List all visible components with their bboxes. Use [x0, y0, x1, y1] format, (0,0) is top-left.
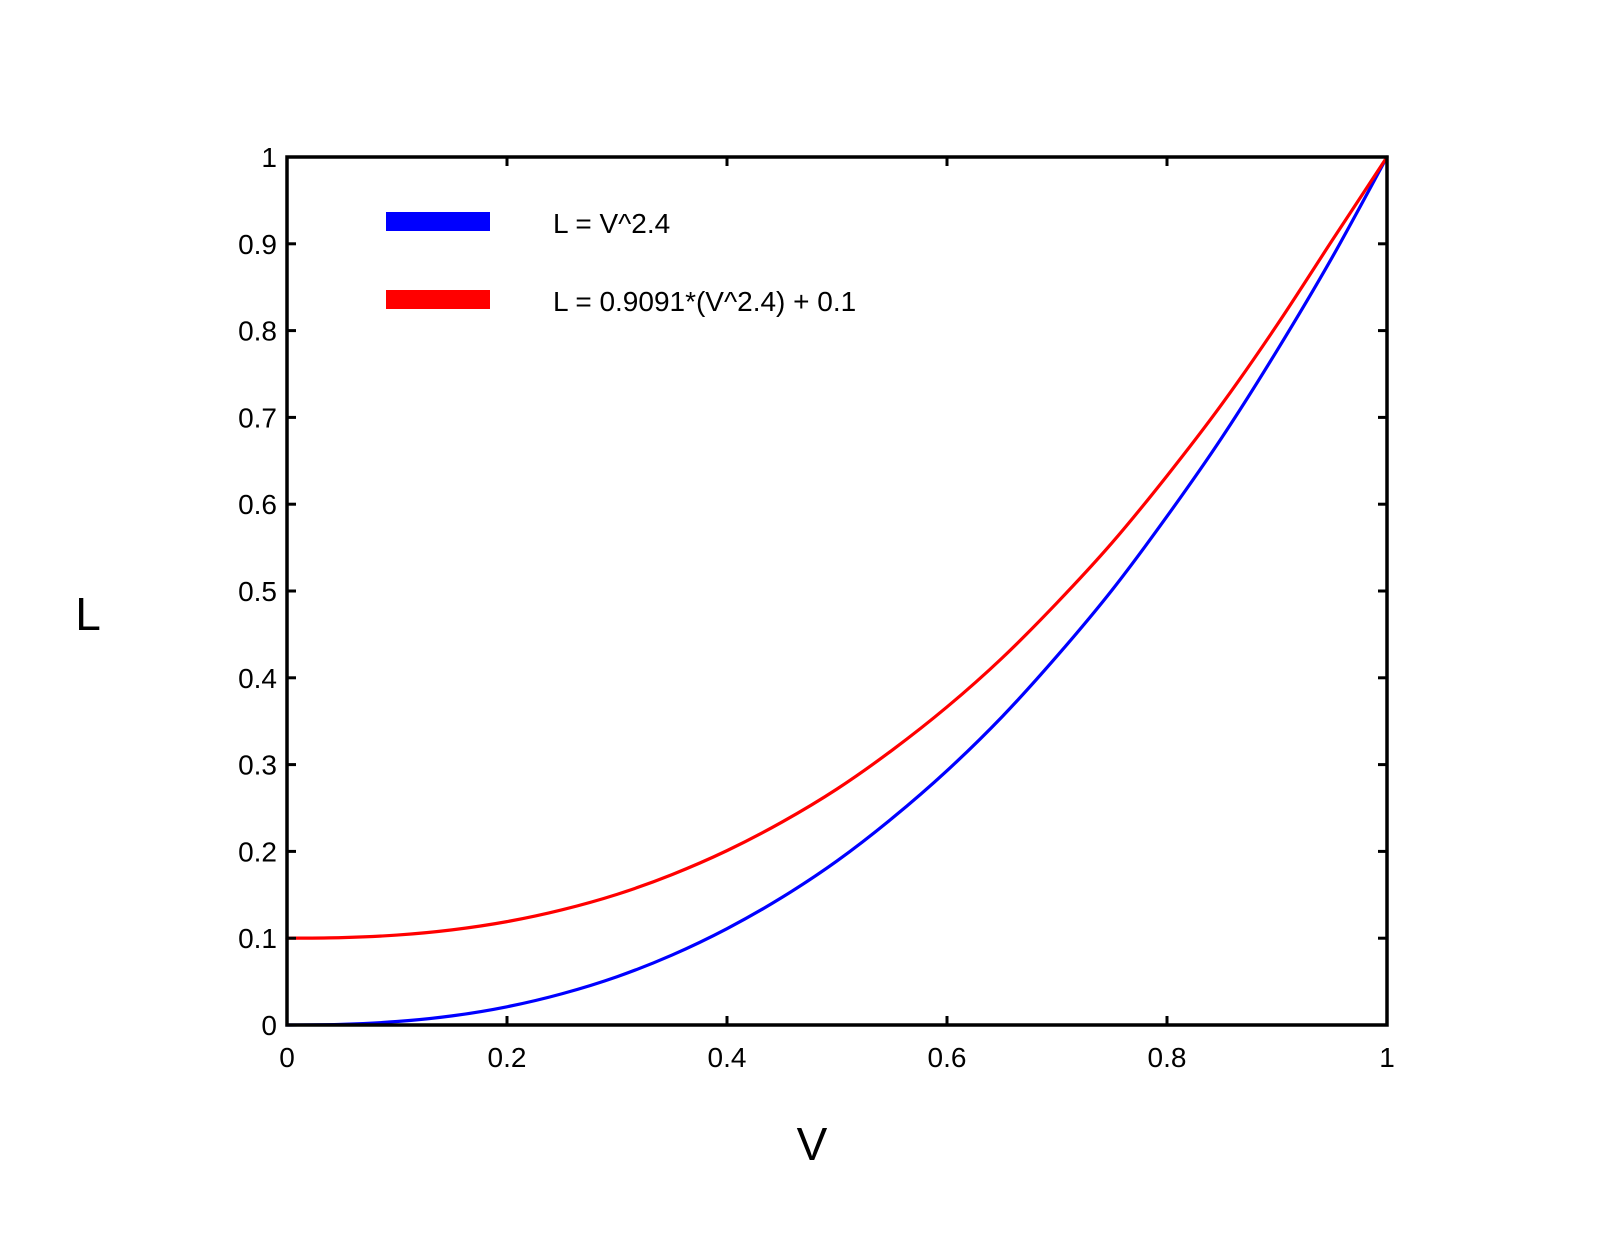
- legend-swatch-2: [386, 290, 490, 309]
- y-tick-label: 0.5: [238, 576, 277, 607]
- y-tick-label: 0.7: [238, 402, 277, 433]
- y-tick-label: 0.9: [238, 229, 277, 260]
- y-axis-label: L: [75, 588, 101, 640]
- x-tick-label: 0: [279, 1042, 295, 1073]
- y-axis-ticks: 0 0.1 0.2 0.3 0.4 0.5 0.6 0.7 0.8 0.9 1: [238, 142, 1387, 1041]
- y-tick-label: 0: [261, 1010, 277, 1041]
- y-tick-label: 0.8: [238, 316, 277, 347]
- x-tick-label: 0.2: [488, 1042, 527, 1073]
- series-lines: [285, 155, 1389, 1027]
- legend-swatch-1: [386, 212, 490, 231]
- x-tick-label: 1: [1379, 1042, 1395, 1073]
- x-tick-label: 0.4: [708, 1042, 747, 1073]
- x-axis-ticks: 0 0.2 0.4 0.6 0.8 1: [279, 157, 1395, 1073]
- legend-label-2: L = 0.9091*(V^2.4) + 0.1: [553, 286, 856, 317]
- y-tick-label: 0.2: [238, 836, 277, 867]
- y-tick-label: 0.4: [238, 663, 277, 694]
- y-tick-label: 0.3: [238, 750, 277, 781]
- x-tick-label: 0.8: [1148, 1042, 1187, 1073]
- x-axis-label: V: [797, 1118, 828, 1170]
- y-tick-label: 0.6: [238, 489, 277, 520]
- legend-label-1: L = V^2.4: [553, 208, 670, 239]
- series-line-1: [285, 155, 1389, 1027]
- y-tick-label: 0.1: [238, 923, 277, 954]
- series-line-2: [285, 155, 1389, 940]
- y-tick-label: 1: [261, 142, 277, 173]
- legend: L = V^2.4 L = 0.9091*(V^2.4) + 0.1: [386, 208, 856, 317]
- x-tick-label: 0.6: [928, 1042, 967, 1073]
